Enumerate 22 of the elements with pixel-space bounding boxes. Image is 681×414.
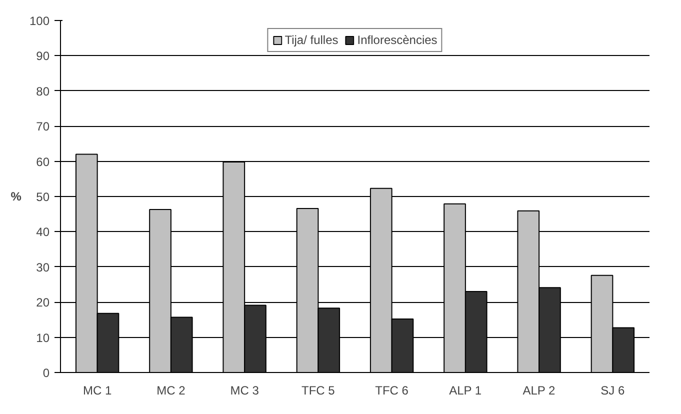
y-tick-label: 40 [36,225,50,240]
x-tick-label: SJ 6 [600,384,626,398]
y-tick-label: 90 [36,49,50,64]
legend-label: Tija/ fulles [284,33,338,47]
x-tick-label: MC 1 [82,384,112,398]
x-tick-label: ALP 1 [449,384,482,398]
y-tick-label: 50 [36,190,50,204]
legend-label: Inflorescències [357,33,438,47]
x-tick-label: TFC 6 [375,384,409,398]
y-axis-title: % [10,190,22,204]
y-tick-label: 80 [36,84,50,98]
y-tick-label: 60 [36,154,50,169]
y-tick-label: 100 [29,14,50,28]
y-tick-label: 30 [36,260,50,274]
y-tick-label: 20 [36,296,50,310]
x-tick-label: TFC 5 [302,384,336,398]
x-tick-label: ALP 2 [522,384,556,398]
x-tick-label: MC 2 [156,384,186,398]
x-tick-label: MC 3 [230,384,260,398]
y-tick-label: 0 [42,366,50,380]
y-tick-label: 70 [36,120,50,134]
y-tick-label: 10 [36,330,50,345]
